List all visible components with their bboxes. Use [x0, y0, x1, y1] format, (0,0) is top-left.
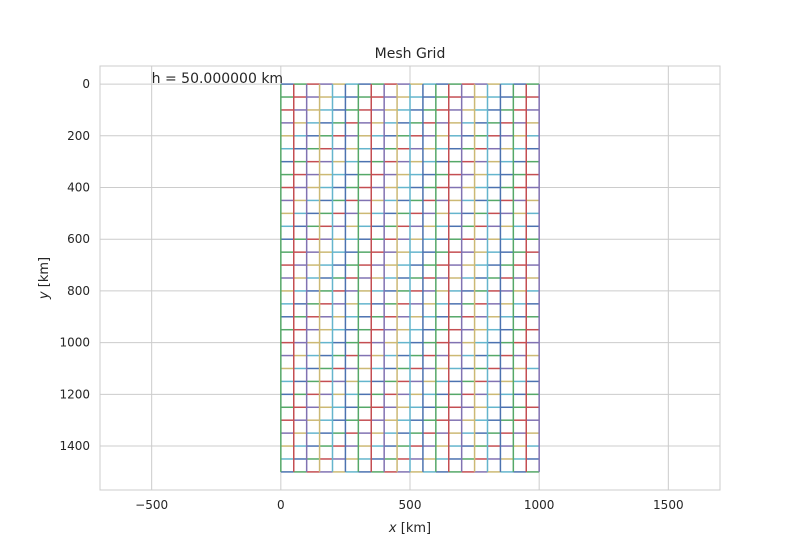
y-axis-label: y [km] — [37, 257, 52, 300]
mesh-lines — [280, 83, 540, 473]
y-axis-label-var: y — [37, 291, 52, 300]
y-axis-label-unit: [km] — [37, 257, 52, 291]
x-tick-label: 1500 — [653, 498, 684, 512]
x-axis-label-var: x — [388, 521, 397, 536]
y-tick-label: 1200 — [59, 387, 90, 401]
y-tick-label: 400 — [67, 181, 90, 195]
y-tick-label: 1000 — [59, 336, 90, 350]
y-tick-label: 1400 — [59, 439, 90, 453]
y-tick-label: 600 — [67, 232, 90, 246]
spacing-annotation: h = 50.000000 km — [152, 71, 283, 87]
x-tick-label: 500 — [399, 498, 422, 512]
x-tick-label: 0 — [277, 498, 285, 512]
y-tick-labels: 0 200 400 600 800 1000 1200 1400 — [59, 77, 90, 453]
y-tick-label: 800 — [67, 284, 90, 298]
plot-frame — [99, 65, 721, 491]
y-tick-label: 200 — [67, 129, 90, 143]
x-tick-labels: −500 0 500 1000 1500 — [135, 498, 683, 512]
chart-title: Mesh Grid — [375, 46, 446, 62]
x-axis-label-unit: [km] — [397, 521, 431, 536]
y-tick-label: 0 — [82, 77, 90, 91]
x-tick-label: 1000 — [524, 498, 555, 512]
x-axis-label: x [km] — [388, 521, 431, 536]
x-tick-label: −500 — [135, 498, 168, 512]
